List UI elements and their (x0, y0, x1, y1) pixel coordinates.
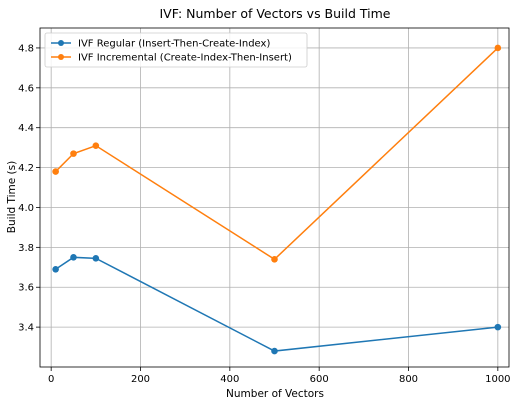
y-tick-label: 4.2 (18, 163, 34, 174)
x-tick-label: 800 (399, 374, 418, 385)
series-layer (52, 44, 502, 355)
data-point-regular (52, 265, 59, 273)
chart-title: IVF: Number of Vectors vs Build Time (160, 6, 391, 21)
legend-box (44, 32, 308, 68)
y-tick-label: 4.6 (18, 83, 34, 94)
x-axis-label: Number of Vectors (226, 388, 324, 400)
data-point-incremental (271, 256, 278, 263)
data-point-regular (494, 323, 502, 331)
data-point-regular (271, 347, 278, 355)
data-point-regular (70, 254, 77, 261)
data-point-regular (92, 255, 100, 262)
y-tick-label: 4.8 (18, 43, 34, 54)
data-point-incremental (494, 44, 502, 52)
legend-marker-incremental (58, 54, 64, 60)
legend: IVF Regular (Insert-Then-Create-Index) I… (44, 32, 308, 68)
y-axis-label: Build Time (s) (6, 161, 18, 233)
x-tick-label: 600 (310, 374, 329, 385)
x-tick-label: 1000 (485, 374, 510, 385)
y-tick-label: 4.4 (18, 123, 34, 134)
ticks: 0 200 400 600 800 1000 3.4 3.6 3.8 4.0 4.2 4.4 4.6 4.… (18, 43, 510, 385)
x-tick-label: 400 (220, 374, 239, 385)
data-point-incremental (70, 150, 77, 157)
legend-label-incremental: IVF Incremental (Create-Index-Then-Inser… (78, 53, 292, 64)
x-tick-label: 200 (131, 374, 150, 385)
data-point-incremental (92, 142, 100, 149)
y-tick-label: 4.0 (18, 203, 34, 214)
plot-frame (39, 27, 510, 368)
data-point-incremental (52, 168, 59, 175)
series-line-incremental (55, 47, 499, 261)
y-tick-label: 3.8 (18, 243, 34, 254)
series-line-regular (55, 256, 498, 352)
legend-marker-regular (58, 40, 64, 46)
y-tick-label: 3.4 (18, 323, 34, 334)
grid (40, 28, 509, 367)
y-tick-label: 3.6 (18, 283, 34, 294)
x-tick-label: 0 (48, 374, 54, 385)
legend-label-regular: IVF Regular (Insert-Then-Create-Index) (78, 39, 270, 50)
